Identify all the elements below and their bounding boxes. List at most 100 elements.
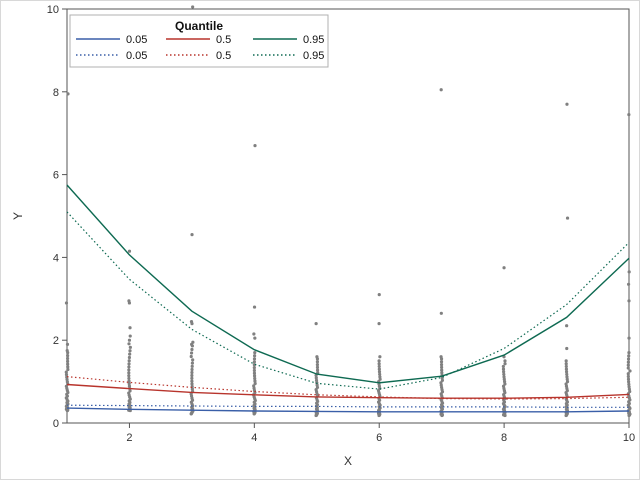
data-point (190, 387, 194, 391)
data-point (127, 342, 131, 346)
data-point (190, 373, 194, 378)
data-point (190, 379, 194, 383)
data-point (440, 365, 444, 369)
data-point (626, 374, 630, 379)
data-point (501, 367, 506, 371)
data-point (378, 377, 382, 381)
data-point (190, 370, 194, 375)
legend-label-dotted-0.5: 0.5 (216, 50, 231, 62)
data-point (502, 372, 506, 376)
data-point (127, 355, 132, 360)
data-point (378, 375, 382, 379)
data-point (64, 373, 69, 377)
data-point (64, 370, 68, 374)
data-point (628, 369, 632, 373)
data-point (253, 381, 257, 386)
data-point (314, 378, 319, 382)
data-point (190, 342, 194, 346)
data-point (439, 360, 444, 364)
data-point (127, 359, 131, 363)
data-point (127, 382, 131, 386)
y-tick-label: 10 (47, 4, 59, 16)
series-line-solid-0.5 (66, 383, 630, 399)
data-point (502, 375, 506, 379)
data-point (127, 365, 131, 369)
series-line-solid-0.95 (66, 184, 630, 384)
data-point (127, 249, 132, 253)
series-line-dotted-0.05 (66, 404, 629, 408)
data-point (439, 383, 443, 387)
data-point (565, 324, 569, 328)
data-point (252, 360, 256, 364)
y-tick-label: 2 (53, 335, 59, 347)
data-point (315, 362, 320, 367)
data-point (127, 368, 131, 372)
data-point (503, 362, 507, 366)
series-line-solid-0.05 (66, 407, 630, 413)
data-point (65, 342, 70, 346)
y-tick-label: 8 (53, 87, 59, 99)
data-point (66, 365, 70, 369)
data-point (252, 332, 256, 336)
data-point (564, 367, 569, 371)
x-tick-label: 2 (126, 432, 132, 444)
data-point (627, 387, 631, 391)
data-point (626, 372, 630, 376)
data-point (439, 362, 444, 367)
data-point (502, 380, 507, 384)
data-point (315, 383, 319, 387)
data-point (627, 351, 631, 355)
series-line-dotted-0.95 (66, 211, 630, 390)
data-point (627, 382, 631, 386)
data-point (627, 380, 631, 384)
data-point (190, 376, 194, 380)
data-point (377, 370, 382, 374)
plot-area (66, 8, 630, 424)
data-point (252, 354, 257, 358)
data-point (190, 322, 194, 326)
legend-label-solid-0.95: 0.95 (303, 34, 324, 46)
data-point (64, 301, 69, 305)
data-point (128, 352, 132, 356)
legend-label-dotted-0.05: 0.05 (126, 50, 147, 62)
data-point (128, 345, 132, 349)
data-point (626, 366, 630, 370)
data-point (377, 359, 381, 363)
data-point (253, 379, 257, 383)
data-point (65, 348, 69, 353)
data-point (440, 371, 444, 375)
data-point (315, 360, 319, 364)
data-point (439, 355, 443, 359)
data-point (190, 361, 195, 365)
x-axis: 2 4 6 8 10 (126, 423, 635, 444)
data-point (127, 362, 131, 366)
data-point (439, 311, 443, 315)
y-tick-label: 4 (53, 252, 59, 264)
legend: Quantile 0.05 0.5 0.95 0.05 0.5 0.95 (69, 14, 329, 68)
data-point (128, 349, 132, 353)
data-point (564, 362, 568, 366)
data-point (439, 88, 443, 92)
legend-label-dotted-0.95: 0.95 (303, 50, 324, 62)
data-point (252, 384, 256, 388)
data-point (66, 367, 70, 372)
data-point (377, 364, 381, 369)
data-point (564, 364, 568, 369)
data-point (565, 375, 569, 379)
x-tick-label: 10 (623, 432, 635, 444)
data-point (66, 359, 70, 363)
y-axis-label: Y (11, 212, 25, 220)
x-tick-label: 4 (251, 432, 257, 444)
data-point (252, 305, 257, 309)
data-point (127, 338, 132, 342)
data-point (128, 334, 132, 338)
data-point (627, 385, 631, 389)
data-point (252, 374, 257, 378)
data-point (253, 376, 257, 381)
data-point (252, 371, 257, 375)
legend-title: Quantile (175, 19, 223, 33)
data-point (127, 374, 131, 378)
data-point (626, 363, 630, 367)
data-point (564, 370, 569, 374)
